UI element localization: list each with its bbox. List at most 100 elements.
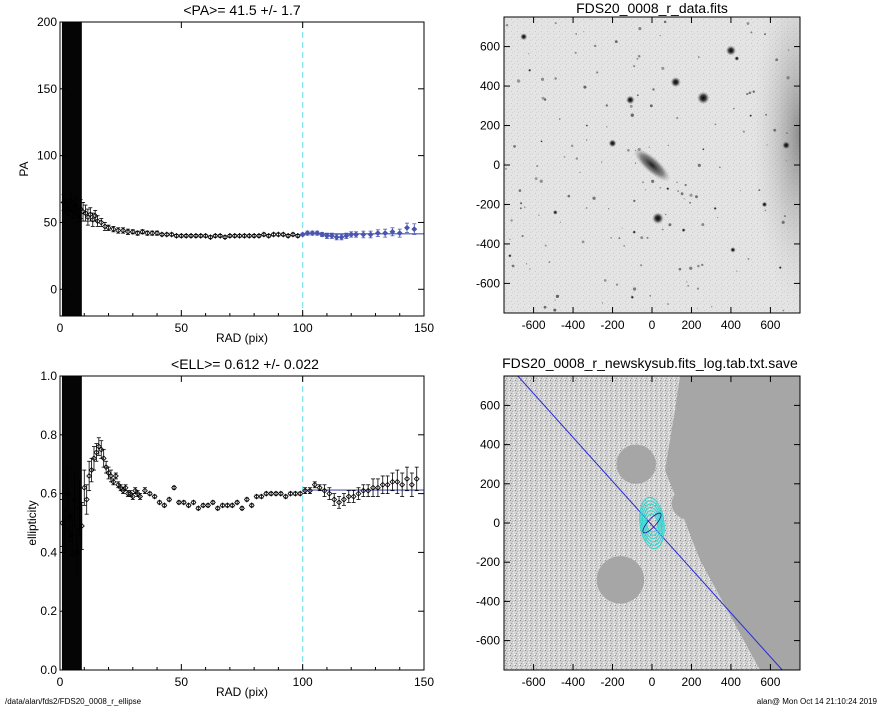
ellipticity-data-point: [389, 478, 396, 485]
star-source: [652, 212, 664, 225]
faint-source: [640, 236, 644, 240]
ellipticity-data-point: [151, 493, 158, 500]
faint-source: [504, 167, 508, 170]
pa-y-ticks: 0 50 100 150 200: [37, 15, 424, 296]
faint-source: [645, 189, 647, 191]
star-source: [608, 139, 617, 148]
pa-data-point: [367, 231, 374, 238]
faint-source: [683, 198, 685, 200]
pa-x-tick-label: 150: [414, 321, 434, 335]
faint-source: [786, 76, 790, 80]
ellipticity-panel-title: <ELL>= 0.612 +/- 0.022: [171, 356, 319, 372]
faint-source: [510, 219, 513, 222]
pa-y-tick-label: 0: [50, 282, 57, 296]
faint-source: [638, 27, 642, 31]
pa-data-point: [115, 227, 122, 234]
ellipticity-x-tick-label: 50: [175, 675, 189, 689]
ellipticity-data-point: [103, 464, 110, 471]
data-image-y-tick-label: 600: [480, 40, 500, 54]
pa-inner-region-band: [61, 22, 82, 316]
mask-image-x-tick-label: 600: [760, 675, 780, 689]
pa-data-point: [304, 230, 311, 237]
data-image-x-tick-label: -200: [601, 318, 625, 332]
faint-source: [676, 181, 678, 183]
pa-data-point: [353, 231, 360, 238]
faint-source: [536, 165, 539, 168]
star-source: [670, 76, 681, 88]
ellipticity-data-point: [408, 481, 415, 488]
faint-source: [665, 213, 667, 216]
ellipticity-data-point: [71, 496, 78, 503]
ellipticity-data-point: [141, 487, 148, 494]
ellipticity-data-point: [60, 520, 66, 526]
ellipticity-data-point: [127, 490, 134, 497]
ellipticity-data-point: [117, 484, 124, 491]
faint-source: [764, 33, 766, 36]
data-image-x-ticks: -600 -400 -200 0 200 400 600: [522, 17, 781, 332]
ellipticity-data-point: [340, 496, 347, 503]
pa-data-point: [67, 198, 74, 205]
data-image-y-ticks: -600 -400 -200 0 200 400 600: [476, 40, 800, 290]
faint-source: [593, 44, 597, 48]
ellipticity-data-point: [100, 455, 107, 462]
pa-data-point: [87, 211, 94, 218]
pa-data-point: [222, 234, 228, 241]
star-source: [702, 148, 705, 151]
faint-source: [661, 66, 665, 70]
ellipticity-data-point: [200, 502, 207, 509]
pa-panel: <PA>= 41.5 +/- 1.7 0 50 100 150 0 50 100 150 20…: [17, 2, 434, 345]
pa-data-point: [70, 208, 77, 215]
mask-image-title: FDS20_0008_r_newskysub.fits_log.tab.txt.…: [502, 355, 798, 371]
faint-source: [516, 79, 521, 83]
faint-source: [719, 166, 721, 169]
pa-y-tick-label: 100: [37, 149, 57, 163]
pa-data-point: [285, 232, 292, 239]
ellipticity-y-tick-label: 0.4: [40, 545, 57, 559]
mask-image-y-tick-label: 400: [480, 438, 500, 452]
data-image-x-tick-label: 600: [760, 318, 780, 332]
pa-data-point: [389, 228, 396, 235]
pa-data-point: [323, 232, 330, 239]
mask-image-y-tick-label: 600: [480, 398, 500, 412]
pa-x-tick-label: 100: [293, 321, 313, 335]
pa-data-point: [374, 230, 381, 237]
data-image-title: FDS20_0008_r_data.fits: [576, 0, 728, 16]
pa-data-point: [404, 224, 410, 231]
ellipticity-panel: <ELL>= 0.612 +/- 0.022 0 50 100 150 0.00.20…: [25, 356, 434, 699]
faint-source: [642, 181, 644, 184]
data-image: [504, 17, 800, 313]
pa-data-point: [396, 230, 403, 237]
faint-source: [652, 88, 655, 91]
pa-data-point: [124, 228, 131, 235]
ellipticity-data-point: [374, 484, 381, 491]
ellipticity-data-point: [185, 502, 192, 509]
faint-source: [596, 71, 599, 74]
faint-source: [636, 94, 639, 97]
faint-source: [608, 208, 610, 210]
pa-data-point: [92, 212, 99, 219]
star-source: [625, 95, 635, 105]
masked-sky-region: [665, 376, 800, 670]
star-source: [552, 209, 558, 215]
faint-source: [521, 234, 524, 238]
faint-source: [668, 223, 672, 227]
ellipticity-data-point: [171, 484, 178, 491]
ellipticity-data-point: [253, 493, 260, 500]
pa-data-point: [163, 231, 170, 238]
faint-source: [554, 22, 557, 25]
faint-source: [667, 144, 670, 147]
pa-x-tick-label: 0: [57, 321, 64, 335]
pa-x-axis-label: RAD (pix): [216, 331, 268, 345]
faint-source: [525, 263, 528, 265]
star-source: [666, 187, 670, 191]
faint-source: [689, 193, 693, 197]
pa-data-point: [207, 234, 214, 241]
faint-source: [559, 221, 561, 223]
pa-data-point: [265, 232, 272, 239]
ellipticity-data-point: [81, 484, 88, 491]
ellipticity-y-tick-label: 0.0: [40, 663, 57, 677]
ellipticity-data-point: [370, 484, 377, 491]
faint-source: [520, 202, 523, 205]
ellipticity-data-point: [219, 502, 226, 509]
ellipticity-data-point: [122, 484, 129, 491]
